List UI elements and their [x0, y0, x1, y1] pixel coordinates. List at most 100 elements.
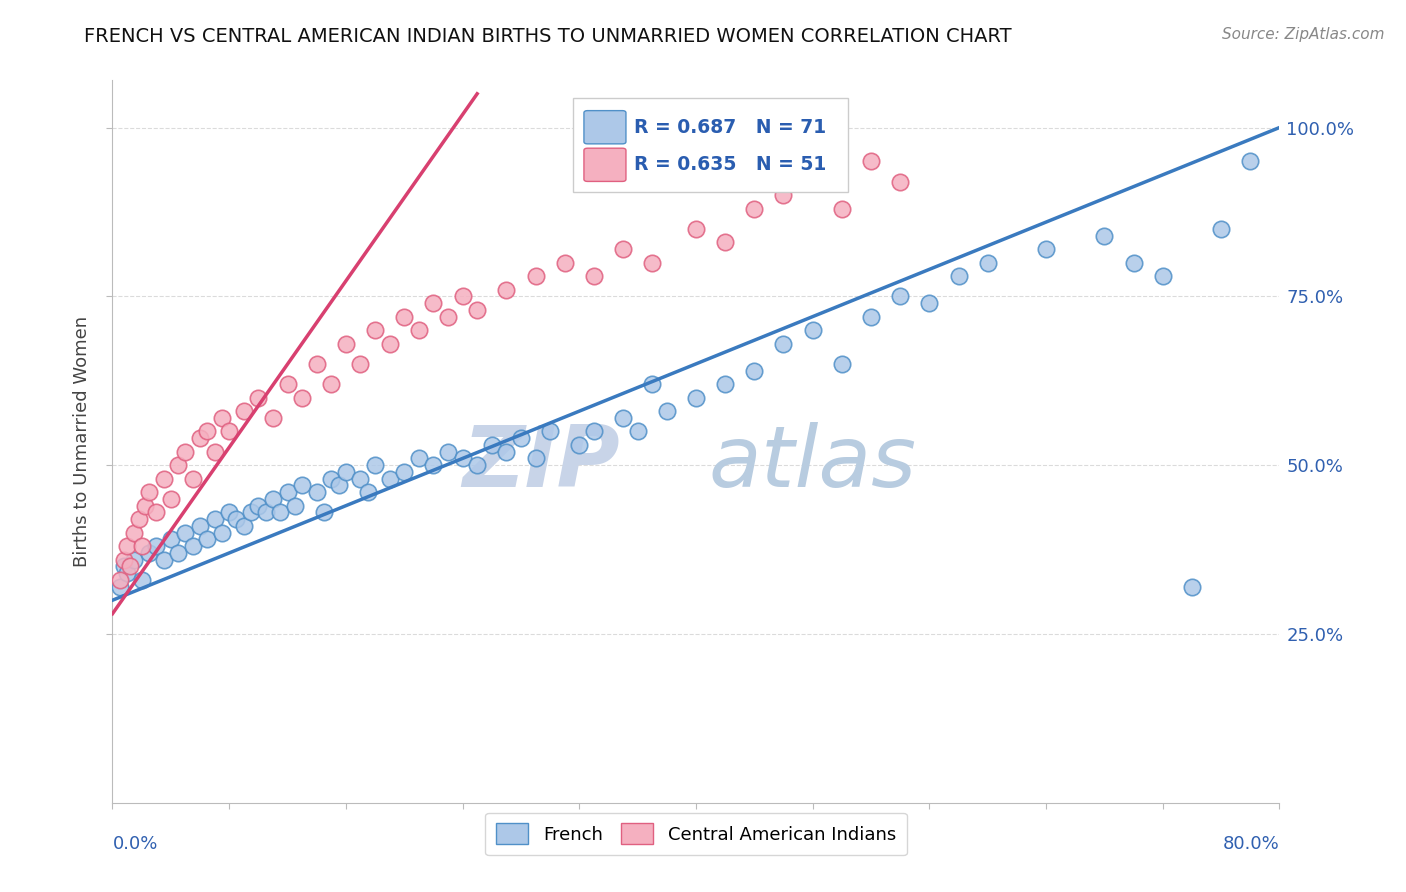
Point — [112, 559, 135, 574]
Point — [394, 465, 416, 479]
Point — [305, 357, 328, 371]
Point — [349, 357, 371, 371]
Point — [1094, 228, 1116, 243]
Point — [225, 512, 247, 526]
Point — [1181, 580, 1204, 594]
Point — [509, 431, 531, 445]
Text: 0.0%: 0.0% — [112, 835, 157, 854]
Point — [118, 559, 141, 574]
Point — [181, 472, 204, 486]
Point — [948, 269, 970, 284]
Point — [112, 552, 135, 566]
Point — [685, 222, 707, 236]
Point — [138, 546, 160, 560]
Point — [188, 519, 211, 533]
Point — [744, 202, 766, 216]
Point — [655, 404, 678, 418]
Point — [465, 458, 488, 472]
Text: FRENCH VS CENTRAL AMERICAN INDIAN BIRTHS TO UNMARRIED WOMEN CORRELATION CHART: FRENCH VS CENTRAL AMERICAN INDIAN BIRTHS… — [84, 27, 1012, 45]
Point — [1035, 242, 1057, 256]
Point — [240, 505, 263, 519]
Point — [744, 364, 766, 378]
Point — [335, 465, 357, 479]
Point — [495, 283, 517, 297]
Point — [335, 336, 357, 351]
Point — [167, 458, 190, 472]
Point — [451, 451, 474, 466]
Point — [291, 391, 314, 405]
Point — [145, 539, 167, 553]
Point — [976, 255, 998, 269]
Point — [612, 411, 634, 425]
Point — [195, 533, 218, 547]
Point — [349, 472, 371, 486]
Point — [218, 505, 240, 519]
Point — [357, 485, 380, 500]
Point — [422, 458, 444, 472]
Point — [204, 444, 226, 458]
Point — [481, 438, 503, 452]
Point — [422, 296, 444, 310]
Point — [305, 485, 328, 500]
Point — [641, 377, 664, 392]
Point — [108, 580, 131, 594]
Text: ZIP: ZIP — [463, 422, 620, 505]
Text: R = 0.635   N = 51: R = 0.635 N = 51 — [634, 155, 827, 174]
Point — [174, 525, 197, 540]
Point — [277, 377, 299, 392]
Point — [1211, 222, 1233, 236]
Point — [772, 188, 794, 202]
Point — [152, 552, 174, 566]
Point — [860, 154, 883, 169]
Text: atlas: atlas — [709, 422, 917, 505]
Point — [131, 573, 153, 587]
Point — [378, 336, 401, 351]
Point — [860, 310, 883, 324]
Point — [437, 444, 460, 458]
FancyBboxPatch shape — [583, 111, 626, 144]
Point — [772, 336, 794, 351]
Point — [641, 255, 664, 269]
Point — [801, 323, 824, 337]
Point — [181, 539, 204, 553]
Point — [312, 505, 335, 519]
Point — [291, 478, 314, 492]
Point — [145, 505, 167, 519]
Point — [211, 411, 233, 425]
Point — [321, 377, 343, 392]
Point — [582, 269, 605, 284]
Point — [115, 539, 138, 553]
Point — [714, 377, 737, 392]
Point — [408, 323, 430, 337]
Point — [321, 472, 343, 486]
Point — [1239, 154, 1261, 169]
Point — [211, 525, 233, 540]
Point — [115, 566, 138, 581]
Point — [364, 323, 387, 337]
Point — [612, 242, 634, 256]
Point — [108, 573, 131, 587]
Point — [152, 472, 174, 486]
Point — [408, 451, 430, 466]
Point — [218, 425, 240, 439]
Point — [554, 255, 576, 269]
Point — [138, 485, 160, 500]
Point — [124, 552, 146, 566]
Point — [128, 512, 150, 526]
Point — [204, 512, 226, 526]
Point — [174, 444, 197, 458]
Point — [437, 310, 460, 324]
Point — [1152, 269, 1174, 284]
Point — [195, 425, 218, 439]
Point — [451, 289, 474, 303]
Point — [232, 519, 254, 533]
Point — [627, 425, 650, 439]
Point — [582, 425, 605, 439]
FancyBboxPatch shape — [583, 148, 626, 181]
Text: 80.0%: 80.0% — [1223, 835, 1279, 854]
Point — [524, 269, 547, 284]
Point — [364, 458, 387, 472]
Point — [254, 505, 277, 519]
Point — [160, 533, 183, 547]
Point — [124, 525, 146, 540]
